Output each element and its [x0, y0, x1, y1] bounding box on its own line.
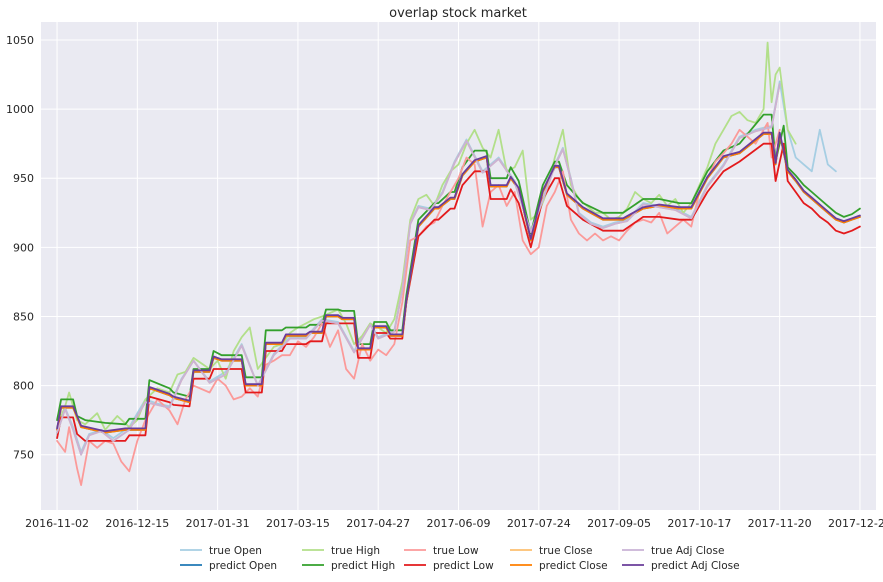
grid-lines: [41, 22, 876, 510]
legend-label: true Low: [433, 545, 479, 557]
series-line-true-adj-close: [56, 83, 781, 456]
y-tick-label: 750: [13, 449, 34, 462]
y-tick-label: 1050: [6, 34, 34, 47]
y-tick-label: 800: [13, 380, 34, 393]
x-tick-label: 2017-06-09: [427, 517, 491, 530]
y-axis-ticks: 750 800 850 900 950 1000 1050: [6, 34, 34, 462]
legend-label: true Adj Close: [651, 545, 724, 557]
legend-label: predict Open: [209, 560, 277, 572]
chart-title: overlap stock market: [389, 6, 527, 21]
x-tick-label: 2017-03-15: [266, 517, 330, 530]
x-tick-label: 2017-01-31: [186, 517, 250, 530]
legend: true Open predict Open true High predict Hi…: [180, 545, 740, 572]
legend-label: true High: [331, 545, 380, 557]
legend-label: true Open: [209, 545, 262, 557]
y-tick-label: 850: [13, 310, 34, 323]
x-tick-label: 2016-12-15: [105, 517, 169, 530]
y-tick-label: 1000: [6, 103, 34, 116]
legend-label: predict Low: [433, 560, 494, 572]
legend-label: predict Adj Close: [651, 560, 740, 572]
series-layer: [56, 41, 861, 487]
y-tick-label: 950: [13, 172, 34, 185]
x-tick-label: 2017-11-20: [748, 517, 812, 530]
x-tick-label: 2017-10-17: [667, 517, 731, 530]
y-tick-label: 900: [13, 241, 34, 254]
x-tick-label: 2017-04-27: [346, 517, 410, 530]
x-tick-label: 2017-09-05: [587, 517, 651, 530]
x-tick-label: 2017-07-24: [507, 517, 571, 530]
series-line-true-low: [56, 122, 781, 487]
legend-label: predict High: [331, 560, 395, 572]
legend-label: predict Close: [539, 560, 608, 572]
series-line-predict-adj-close: [56, 131, 861, 433]
x-tick-label: 2017-12-20: [828, 517, 883, 530]
x-axis-ticks: 2016-11-02 2016-12-15 2017-01-31 2017-03-15…: [25, 517, 883, 530]
x-tick-label: 2016-11-02: [25, 517, 89, 530]
legend-label: true Close: [539, 545, 593, 557]
